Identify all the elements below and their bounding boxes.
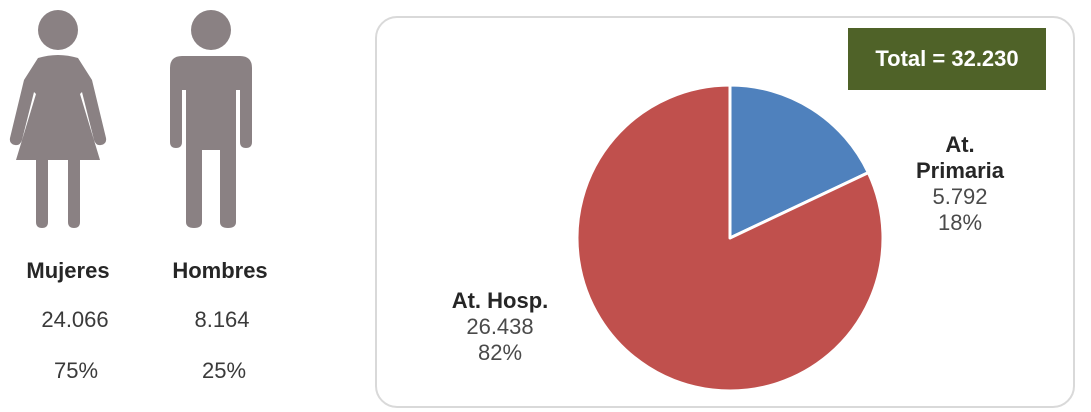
slice-percent-hosp: 82% (477, 340, 523, 365)
total-badge: Total = 32.230 (848, 28, 1046, 90)
men-label: Hombres (172, 258, 268, 283)
women-value: 24.066 (41, 307, 109, 332)
slice-label-primaria: At. Primaria 5.792 18% (900, 132, 1020, 236)
slice-name-primaria-1: At. (945, 132, 975, 157)
man-icon (166, 10, 256, 230)
slice-name-hosp: At. Hosp. (451, 288, 549, 313)
pie-slice-hosp (575, 83, 885, 393)
women-label: Mujeres (26, 258, 110, 283)
women-percent: 75% (53, 358, 99, 383)
slice-value-hosp: 26.438 (466, 314, 534, 339)
slice-label-hosp: At. Hosp. 26.438 82% (440, 288, 560, 366)
slice-value-primaria: 5.792 (932, 184, 988, 209)
men-percent: 25% (201, 358, 247, 383)
slice-percent-primaria: 18% (937, 210, 983, 235)
pie-slice-primaria (728, 83, 870, 240)
men-value: 8.164 (194, 307, 250, 332)
slice-name-primaria-2: Primaria (915, 158, 1005, 183)
woman-icon (8, 10, 108, 230)
